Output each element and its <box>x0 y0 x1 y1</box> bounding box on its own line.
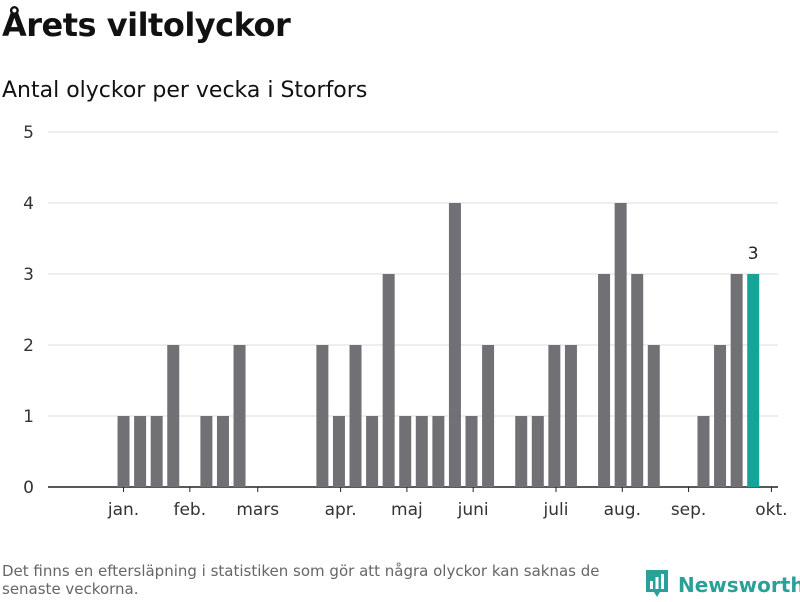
bar[interactable] <box>167 345 180 487</box>
y-tick-label: 4 <box>23 194 34 214</box>
bar[interactable] <box>233 345 246 487</box>
bar[interactable] <box>382 274 395 487</box>
y-axis-ticks: 0 1 2 3 4 5 <box>23 123 34 498</box>
bar-chart: 0 1 2 3 4 5 jan. feb. mars apr. maj juni juli aug. se… <box>23 123 788 520</box>
bar[interactable] <box>730 274 743 487</box>
bar[interactable] <box>200 416 213 487</box>
bar-highlight[interactable] <box>747 274 760 487</box>
bar[interactable] <box>332 416 345 487</box>
bar[interactable] <box>150 416 163 487</box>
bar[interactable] <box>216 416 229 487</box>
x-tick-label: aug. <box>604 500 641 520</box>
bar[interactable] <box>482 345 495 487</box>
x-tick-label: sep. <box>671 500 707 520</box>
chart-subtitle: Antal olyckor per vecka i Storfors <box>2 78 368 103</box>
bar[interactable] <box>614 203 627 487</box>
bar[interactable] <box>349 345 362 487</box>
bar[interactable] <box>531 416 544 487</box>
chart-title: Årets viltolyckor <box>2 6 291 44</box>
bar[interactable] <box>465 416 478 487</box>
bar[interactable] <box>448 203 461 487</box>
bar-chart-pin-icon <box>644 568 670 602</box>
bar[interactable] <box>399 416 412 487</box>
bar[interactable] <box>366 416 379 487</box>
bar[interactable] <box>134 416 147 487</box>
y-tick-label: 1 <box>23 407 34 427</box>
bar[interactable] <box>415 416 428 487</box>
x-tick-label: okt. <box>755 500 787 520</box>
bars <box>117 203 760 487</box>
y-tick-label: 0 <box>23 478 34 498</box>
bar[interactable] <box>117 416 130 487</box>
y-tick-label: 2 <box>23 336 34 356</box>
y-tick-label: 3 <box>23 265 34 285</box>
bar[interactable] <box>432 416 445 487</box>
bar[interactable] <box>631 274 644 487</box>
bar[interactable] <box>564 345 577 487</box>
bar[interactable] <box>316 345 329 487</box>
bar[interactable] <box>598 274 611 487</box>
brand-name: Newsworthy <box>678 573 800 597</box>
brand-logo[interactable]: Newsworthy <box>644 568 800 602</box>
footnote: Det finns en eftersläpning i statistiken… <box>2 562 600 598</box>
x-tick-label: mars <box>236 500 279 520</box>
x-tick-label: maj <box>391 500 423 520</box>
bar[interactable] <box>548 345 561 487</box>
x-tick-label: apr. <box>325 500 357 520</box>
x-tick-label: feb. <box>173 500 206 520</box>
x-tick-label: juni <box>457 500 489 520</box>
y-tick-label: 5 <box>23 123 34 143</box>
x-tick-label: juli <box>543 500 569 520</box>
x-tick-label: jan. <box>107 500 139 520</box>
data-label-highlight: 3 <box>748 244 759 264</box>
x-axis-ticks: jan. feb. mars apr. maj juni juli aug. sep. okt. <box>107 487 788 520</box>
bar[interactable] <box>647 345 660 487</box>
data-labels: 3 <box>748 244 759 264</box>
bar[interactable] <box>714 345 727 487</box>
bar[interactable] <box>515 416 528 487</box>
bar[interactable] <box>697 416 710 487</box>
